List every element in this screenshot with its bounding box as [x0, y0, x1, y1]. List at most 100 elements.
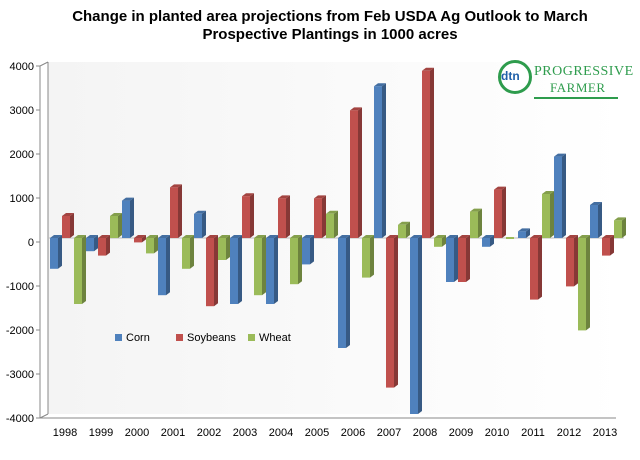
- bar-soybeans-2007: [386, 238, 394, 388]
- progressive-farmer-logo: dtn PROGRESSIVE FARMER: [498, 60, 633, 102]
- y-tick-label: -1000: [6, 281, 34, 293]
- bar-top-wheat-2001: [182, 235, 194, 238]
- bar-soybeans-2013: [602, 238, 610, 256]
- bar-soybeans-2006: [350, 110, 358, 238]
- bar-top-corn-2003: [230, 235, 242, 238]
- bar-corn-2006: [338, 238, 346, 348]
- x-tick-label: 2005: [305, 427, 329, 439]
- bar-side-wheat-2006: [370, 235, 374, 278]
- bar-top-wheat-2012: [578, 235, 590, 238]
- bar-top-soybeans-2003: [242, 193, 254, 197]
- bar-soybeans-2009: [458, 238, 466, 282]
- bar-top-soybeans-1998: [62, 213, 74, 216]
- bar-wheat-2010: [506, 237, 514, 239]
- x-tick-label: 2000: [125, 427, 149, 439]
- bar-side-wheat-2008: [442, 235, 446, 247]
- x-tick-label: 2001: [161, 427, 185, 439]
- bar-wheat-2011: [542, 194, 550, 238]
- bar-side-wheat-2002: [226, 235, 230, 260]
- bar-top-wheat-1999: [110, 213, 122, 216]
- bar-side-corn-2010: [490, 235, 494, 247]
- bar-side-wheat-2011: [550, 191, 554, 238]
- y-tick-label: 4000: [10, 61, 34, 73]
- bar-top-wheat-2006: [362, 235, 374, 238]
- bar-side-soybeans-1998: [70, 213, 74, 238]
- bar-top-wheat-2009: [470, 208, 482, 212]
- bar-corn-2005: [302, 238, 310, 265]
- bar-wheat-2002: [218, 238, 226, 260]
- bar-side-soybeans-2003: [250, 193, 254, 238]
- bar-top-wheat-2005: [326, 210, 338, 214]
- bar-wheat-1999: [110, 216, 118, 238]
- y-axis-depth-top: [39, 61, 49, 67]
- bar-side-soybeans-1999: [106, 235, 110, 256]
- bar-corn-2009: [446, 238, 454, 282]
- bar-soybeans-2011: [530, 238, 538, 300]
- x-tick-label: 2004: [269, 427, 293, 439]
- bar-side-soybeans-2005: [322, 195, 326, 238]
- y-tick-label: -3000: [6, 369, 34, 381]
- bar-soybeans-2010: [494, 189, 502, 238]
- bar-top-wheat-1998: [74, 235, 86, 238]
- bar-top-soybeans-2009: [458, 235, 470, 238]
- bar-side-wheat-2001: [190, 235, 194, 269]
- y-tick-label: 2000: [10, 149, 34, 161]
- x-tick-label: 2006: [341, 427, 365, 439]
- bar-corn-2002: [194, 213, 202, 238]
- bar-top-soybeans-1999: [98, 235, 110, 238]
- bar-side-corn-2013: [598, 202, 602, 238]
- bar-top-corn-2013: [590, 202, 602, 205]
- x-tick-label: 2008: [413, 427, 437, 439]
- bar-side-corn-2004: [274, 235, 278, 304]
- bar-side-corn-2002: [202, 210, 206, 238]
- bar-corn-2010: [482, 238, 490, 247]
- bar-top-corn-2000: [122, 197, 134, 201]
- bar-wheat-2009: [470, 211, 478, 238]
- bar-top-soybeans-2008: [422, 67, 434, 71]
- legend-swatch-soybeans: [176, 334, 183, 341]
- bar-wheat-2006: [362, 238, 370, 278]
- bar-side-wheat-2005: [334, 210, 338, 238]
- bar-top-soybeans-2007: [386, 235, 398, 238]
- bar-top-corn-2002: [194, 210, 206, 214]
- bar-side-soybeans-2011: [538, 235, 542, 300]
- y-tick-label: 3000: [10, 105, 34, 117]
- legend-label-soybeans: Soybeans: [187, 332, 236, 344]
- bar-soybeans-1998: [62, 216, 70, 238]
- bar-top-wheat-2004: [290, 235, 302, 238]
- bar-top-soybeans-2004: [278, 195, 290, 199]
- legend-swatch-wheat: [248, 334, 255, 341]
- bar-soybeans-2005: [314, 198, 322, 238]
- bar-side-wheat-2009: [478, 208, 482, 238]
- bar-wheat-2012: [578, 238, 586, 331]
- bar-side-soybeans-2004: [286, 195, 290, 238]
- bar-side-corn-2008: [418, 235, 422, 414]
- y-tick-label: -2000: [6, 325, 34, 337]
- bar-side-corn-2006: [346, 235, 350, 348]
- bar-side-corn-2009: [454, 235, 458, 282]
- bar-top-corn-2006: [338, 235, 350, 238]
- bar-wheat-2007: [398, 224, 406, 238]
- bar-soybeans-2003: [242, 196, 250, 238]
- bar-side-corn-2005: [310, 235, 314, 265]
- logo-progressive-text: PROGRESSIVE: [534, 64, 634, 79]
- bar-side-soybeans-2009: [466, 235, 470, 282]
- bar-side-corn-2000: [130, 197, 134, 238]
- bar-side-corn-2003: [238, 235, 242, 304]
- bar-soybeans-2008: [422, 70, 430, 238]
- bar-corn-2007: [374, 86, 382, 238]
- chart-title: Change in planted area projections from …: [40, 8, 620, 44]
- bar-side-wheat-2004: [298, 235, 302, 285]
- legend-swatch-corn: [115, 334, 122, 341]
- y-tick-label: 1000: [10, 193, 34, 205]
- bar-soybeans-2001: [170, 187, 178, 238]
- bar-soybeans-2004: [278, 198, 286, 238]
- bar-side-corn-1999: [94, 235, 98, 252]
- bar-side-soybeans-2010: [502, 186, 506, 238]
- bar-top-corn-2007: [374, 83, 386, 87]
- y-axis-depth-bottom: [39, 413, 49, 419]
- bar-side-soybeans-2008: [430, 67, 434, 238]
- bar-corn-2001: [158, 238, 166, 296]
